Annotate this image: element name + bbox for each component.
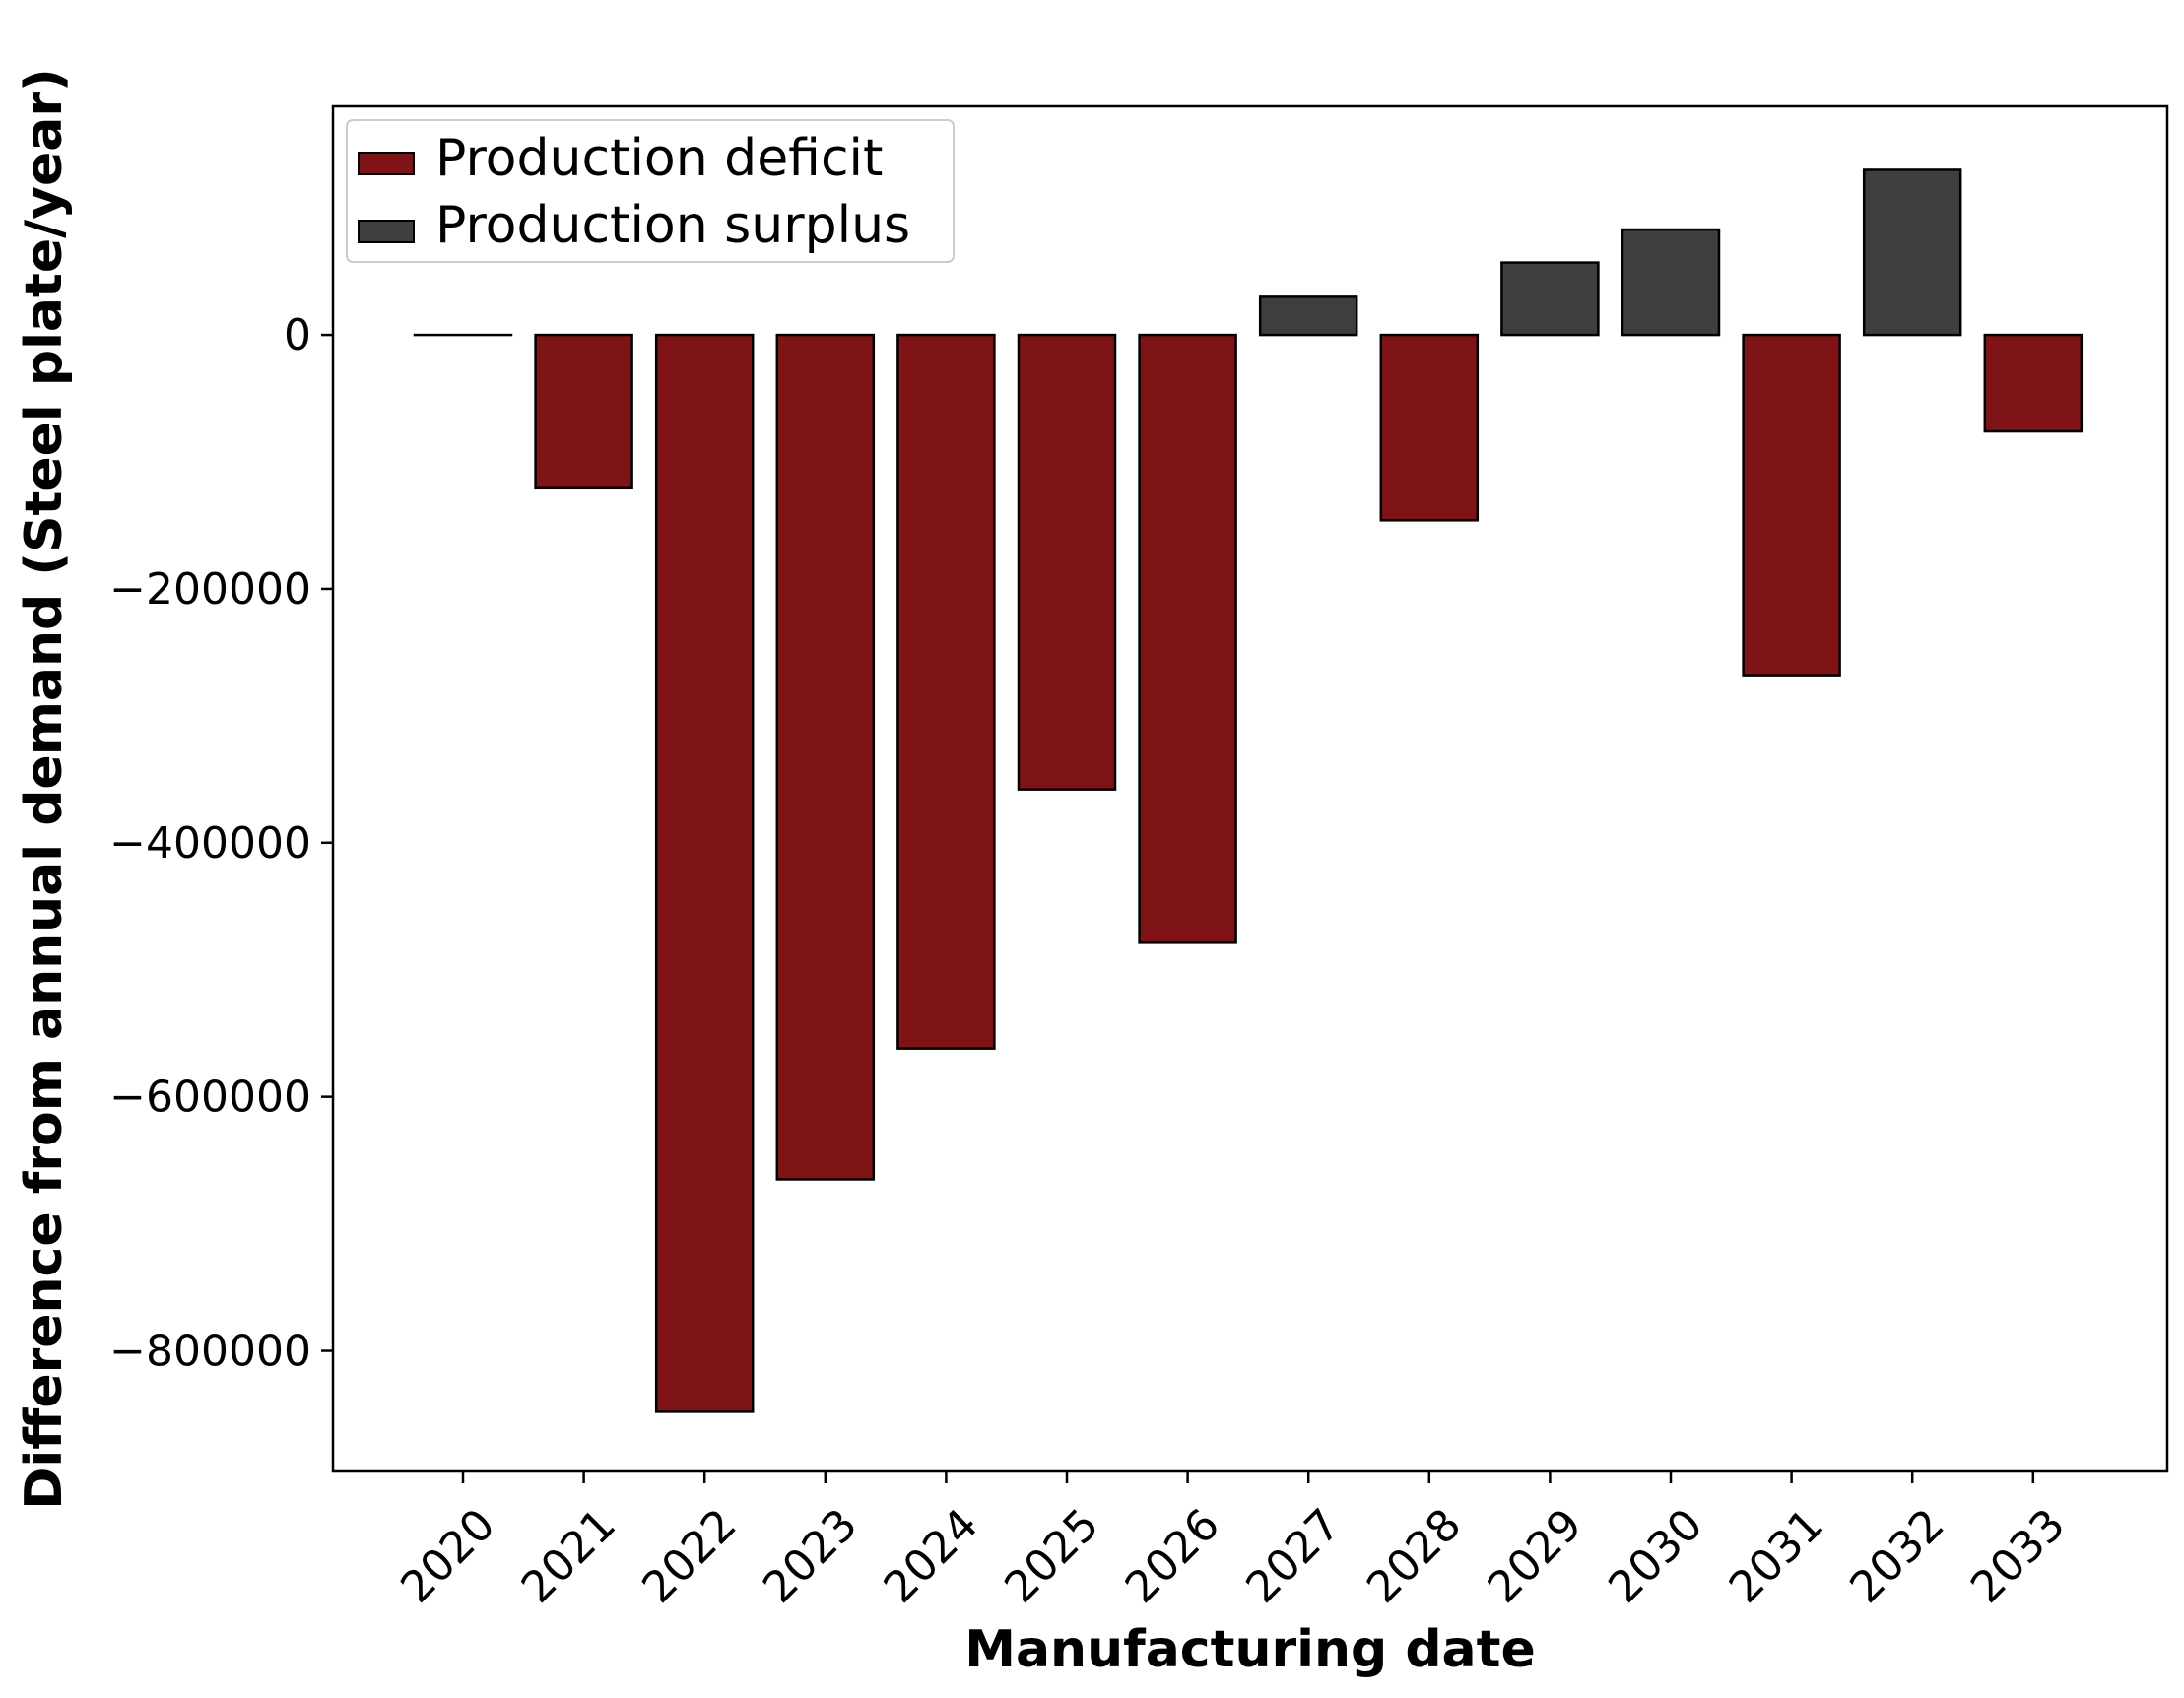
bar-2029 bbox=[1500, 261, 1600, 337]
legend: Production deficit Production surplus bbox=[346, 119, 955, 263]
x-tick-label: 2028 bbox=[1357, 1499, 1471, 1612]
legend-swatch-deficit bbox=[358, 152, 415, 175]
y-tick-label: −600000 bbox=[109, 1073, 311, 1123]
x-tick-label: 2021 bbox=[512, 1499, 626, 1612]
bar-2031 bbox=[1742, 333, 1841, 677]
y-axis-ticks: 0 −200000 −400000 −600000 −800000 bbox=[109, 310, 333, 1377]
x-axis-label: Manufacturing date bbox=[964, 1620, 1536, 1679]
x-tick-label: 2024 bbox=[875, 1499, 988, 1612]
y-tick-label: −200000 bbox=[109, 564, 311, 615]
bar-2023 bbox=[775, 333, 876, 1181]
bar-2025 bbox=[1017, 333, 1117, 791]
bar-2028 bbox=[1379, 333, 1480, 522]
x-tick-label: 2023 bbox=[754, 1499, 867, 1612]
bar-2022 bbox=[654, 333, 755, 1413]
x-axis-ticks: 2020 2021 2022 2023 2024 2025 2026 2027 2028 2029… bbox=[391, 1471, 2075, 1613]
legend-label-surplus: Production surplus bbox=[435, 196, 910, 255]
x-tick-label: 2030 bbox=[1599, 1499, 1712, 1612]
y-tick-label: −400000 bbox=[109, 818, 311, 869]
legend-frame bbox=[346, 119, 955, 263]
bar-2033 bbox=[1983, 333, 2084, 433]
bar-2027 bbox=[1258, 295, 1358, 337]
bar-2024 bbox=[896, 333, 996, 1050]
x-tick-label: 2031 bbox=[1720, 1499, 1833, 1612]
x-tick-label: 2033 bbox=[1961, 1499, 2075, 1612]
y-axis-label: Difference from annual demand (Steel pla… bbox=[15, 68, 74, 1510]
bar-2030 bbox=[1621, 228, 1721, 337]
bars-layer bbox=[413, 168, 2084, 1413]
y-tick-label: 0 bbox=[284, 310, 311, 360]
x-tick-label: 2025 bbox=[995, 1499, 1108, 1612]
x-tick-label: 2026 bbox=[1116, 1499, 1229, 1612]
plot-frame bbox=[331, 104, 2169, 1473]
x-tick-label: 2020 bbox=[391, 1499, 504, 1612]
x-tick-label: 2027 bbox=[1236, 1499, 1350, 1612]
x-tick-label: 2032 bbox=[1840, 1499, 1953, 1612]
legend-swatch-surplus bbox=[358, 220, 415, 243]
bar-2032 bbox=[1862, 168, 1962, 337]
y-tick-label: −800000 bbox=[109, 1327, 311, 1377]
bar-2026 bbox=[1138, 333, 1237, 944]
legend-label-deficit: Production deficit bbox=[435, 129, 883, 188]
bar-2021 bbox=[534, 333, 633, 490]
x-tick-label: 2022 bbox=[632, 1499, 746, 1612]
x-tick-label: 2029 bbox=[1479, 1499, 1592, 1612]
